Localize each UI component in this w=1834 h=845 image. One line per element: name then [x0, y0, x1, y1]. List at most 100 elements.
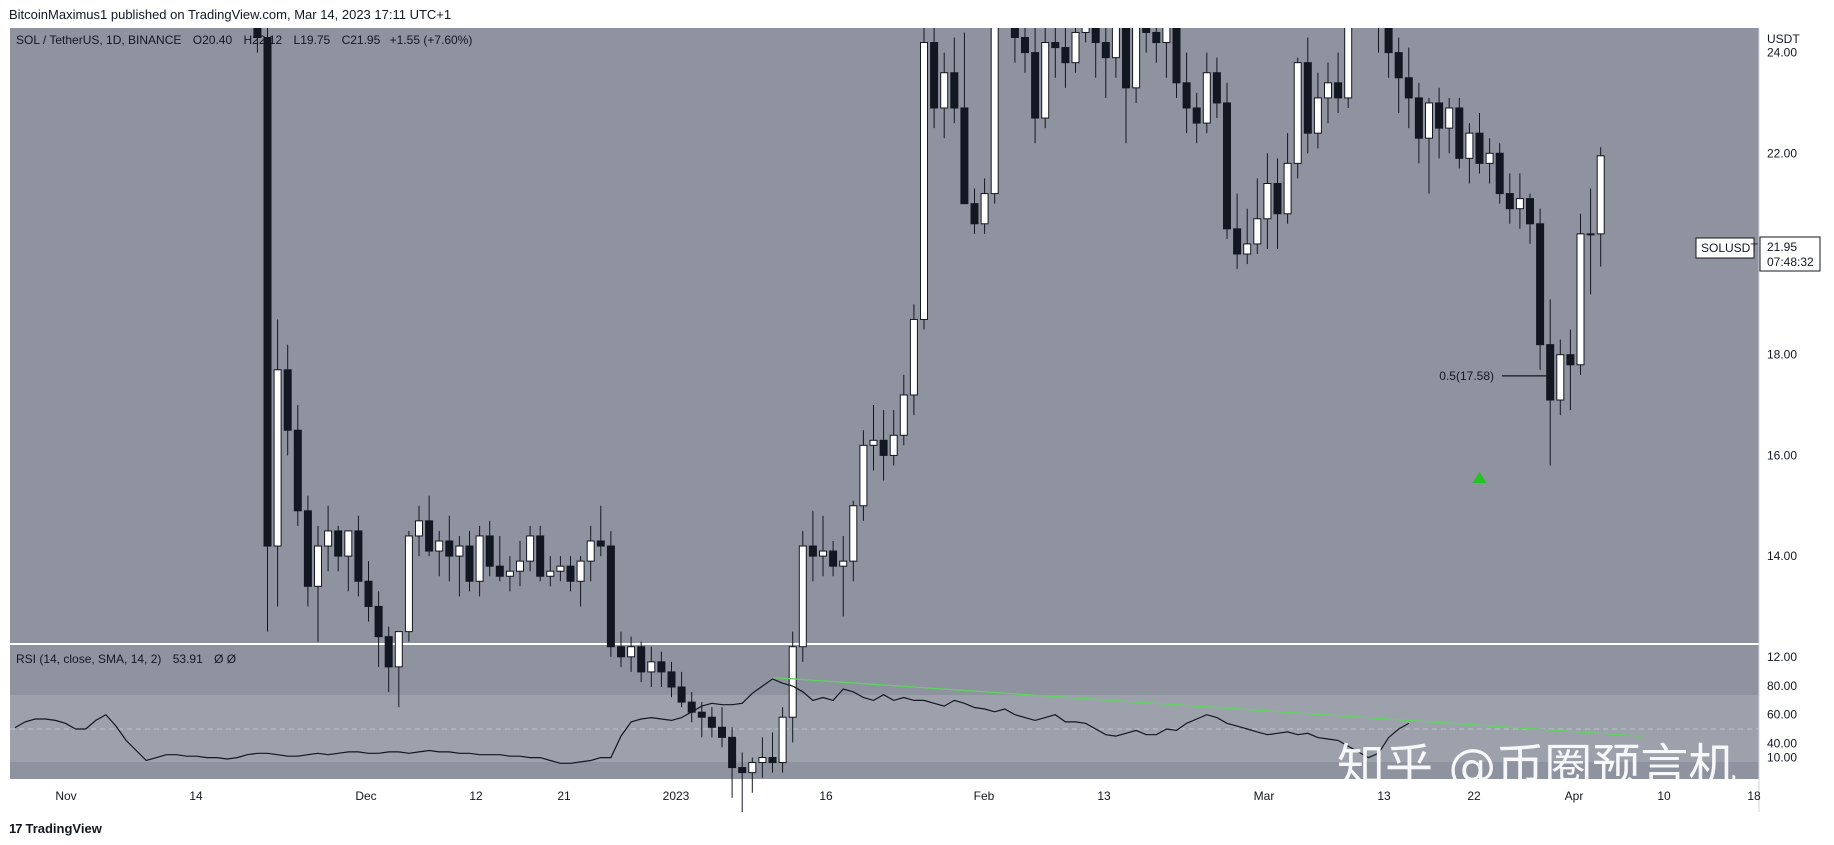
price-tick: 24.00: [1767, 46, 1797, 60]
fib-label: 0.5(17.58): [1439, 369, 1494, 383]
footer-bar: 17 TradingView: [0, 812, 1834, 845]
price-tick: 10.00: [1767, 751, 1797, 765]
time-tick: 13: [1377, 789, 1391, 803]
candle-body: [546, 570, 555, 577]
candle-body: [1081, 28, 1090, 33]
candle-body: [566, 565, 575, 582]
legend-high-label: H: [243, 33, 252, 47]
candle-body: [960, 107, 969, 205]
trading-chart[interactable]: 0(27.17)0.5(17.58)1(8.00) USDT 28.0026.0…: [0, 28, 1834, 812]
price-tick: 12.00: [1767, 650, 1797, 664]
candle-body: [1576, 233, 1585, 366]
rsi-legend-extra: Ø Ø: [214, 652, 236, 666]
candle-body: [1445, 107, 1454, 129]
price-panel[interactable]: [10, 28, 1759, 643]
candle-body: [1394, 52, 1403, 79]
candle-body: [526, 535, 535, 562]
last-price-value: 21.95: [1767, 240, 1797, 254]
price-tick: 14.00: [1767, 549, 1797, 563]
candle-body: [930, 42, 939, 109]
candle-body: [889, 434, 898, 456]
candle-body: [940, 72, 949, 109]
candle-body: [1253, 218, 1262, 245]
candle-body: [465, 545, 474, 582]
candle-body: [1212, 72, 1221, 104]
candle-body: [1586, 233, 1595, 236]
candle-body: [596, 540, 605, 547]
publisher-bar: BitcoinMaximus1 published on TradingView…: [0, 0, 1834, 28]
candle-body: [1122, 28, 1130, 89]
candle-body: [1515, 198, 1524, 210]
candle-body: [819, 550, 827, 557]
candle-body: [1111, 28, 1120, 59]
rsi-tick: 80.00: [1767, 679, 1797, 693]
candle-body: [970, 203, 979, 225]
candle-body: [586, 540, 595, 562]
candle-body: [263, 36, 272, 547]
price-tick: 16.00: [1767, 448, 1797, 462]
candle-body: [253, 28, 262, 38]
trendlines: [772, 676, 1642, 737]
candle-body: [283, 369, 292, 431]
candle-body: [536, 535, 545, 577]
candle-body: [1566, 354, 1575, 366]
candle-body: [920, 42, 928, 320]
fib-levels: 0(27.17)0.5(17.58)1(8.00): [1439, 369, 1553, 383]
candle-body: [415, 520, 423, 537]
candle-body: [1465, 132, 1474, 159]
time-tick: 21: [557, 789, 571, 803]
candle-body: [849, 505, 858, 562]
tradingview-logo[interactable]: 17 TradingView: [9, 821, 102, 836]
rsi-tick: 40.00: [1767, 736, 1797, 750]
candle-body: [1041, 42, 1050, 119]
candle-body: [899, 394, 908, 436]
time-tick: 22: [1467, 789, 1481, 803]
time-tick: 10: [1657, 789, 1671, 803]
candle-body: [1243, 243, 1252, 255]
legend-symbol: SOL / TetherUS, 1D, BINANCE: [16, 33, 181, 47]
candle-body: [718, 726, 726, 738]
candle-body: [293, 429, 302, 512]
candle-body: [1273, 183, 1282, 215]
candle-body: [1071, 31, 1080, 64]
candle-body: [1475, 132, 1484, 164]
candle-body: [1546, 344, 1555, 401]
candle-body: [1162, 28, 1171, 44]
legend-high: 22.12: [252, 33, 282, 47]
candle-body: [677, 686, 686, 703]
candle-body: [829, 550, 838, 567]
candle-body: [1435, 102, 1444, 129]
candle-body: [778, 716, 787, 764]
rsi-legend-text: RSI (14, close, SMA, 14, 2): [16, 652, 161, 666]
candle-body: [1142, 28, 1151, 33]
candle-body: [1425, 102, 1433, 139]
legend-change: +1.55 (+7.60%): [390, 33, 473, 47]
candle-body: [1344, 28, 1353, 99]
price-tick: 18.00: [1767, 348, 1797, 362]
candle-body: [1526, 198, 1534, 225]
candle-body: [647, 661, 656, 673]
time-tick: 13: [1097, 789, 1111, 803]
candle-body: [1283, 162, 1292, 215]
candle-body: [314, 545, 322, 587]
time-tick: 18: [1747, 789, 1761, 803]
time-axis-bg: [0, 779, 1834, 812]
candle-body: [1495, 152, 1504, 195]
candle-body: [738, 767, 747, 774]
time-tick: 12: [469, 789, 483, 803]
candle-body: [1132, 28, 1141, 89]
candle-body: [475, 535, 484, 582]
candle-body: [627, 646, 636, 658]
legend-low-label: L: [294, 33, 301, 47]
time-tick: 16: [819, 789, 833, 803]
price-tick: 22.00: [1767, 146, 1797, 160]
candle-body: [980, 193, 989, 225]
candle-body: [384, 636, 393, 668]
time-tick: Apr: [1565, 789, 1584, 803]
candle-body: [1182, 82, 1191, 109]
candle-body: [1091, 28, 1100, 44]
candle-body: [1596, 155, 1605, 235]
candle-body: [1061, 47, 1070, 64]
candle-body: [344, 530, 353, 557]
candle-body: [1334, 82, 1343, 99]
